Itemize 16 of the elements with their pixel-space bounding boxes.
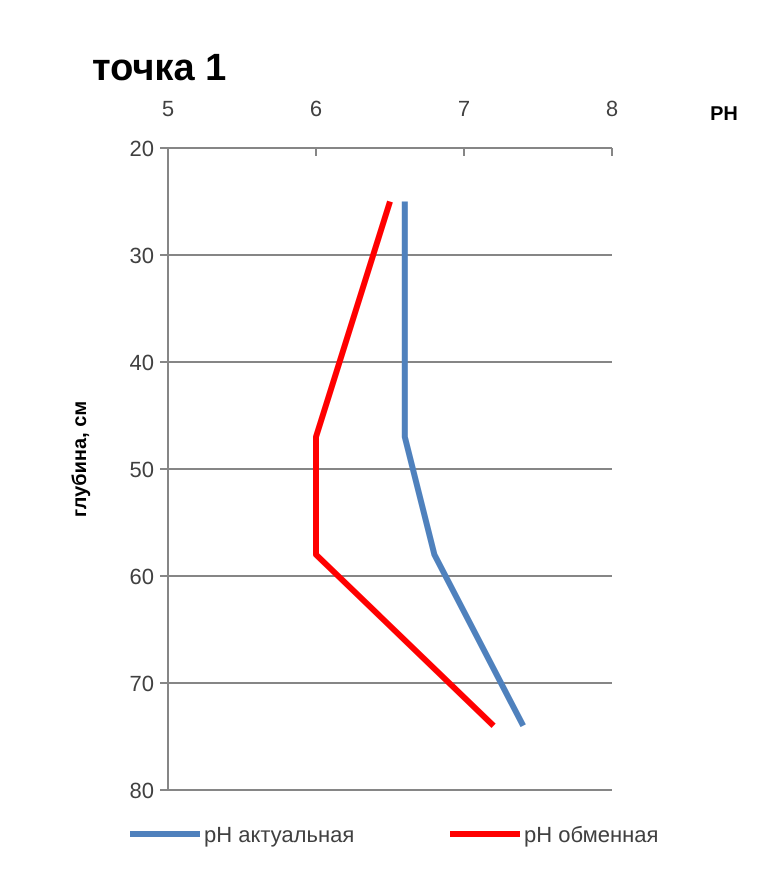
- x-axis-title: PH: [710, 103, 738, 125]
- y-tick-label: 20: [130, 136, 154, 161]
- y-tick-label: 40: [130, 350, 154, 375]
- y-tick-label: 60: [130, 564, 154, 589]
- x-tick-label: 8: [606, 96, 618, 121]
- y-tick-label: 70: [130, 671, 154, 696]
- chart-title: точка 1: [92, 47, 226, 89]
- legend-label: pH актуальная: [204, 822, 354, 847]
- y-tick-label: 50: [130, 457, 154, 482]
- x-tick-label: 5: [162, 96, 174, 121]
- legend-label: pH обменная: [524, 822, 658, 847]
- y-axis-title: глубина, см: [69, 400, 91, 518]
- x-tick-label: 6: [310, 96, 322, 121]
- x-tick-label: 7: [458, 96, 470, 121]
- y-tick-label: 80: [130, 778, 154, 803]
- y-tick-label: 30: [130, 243, 154, 268]
